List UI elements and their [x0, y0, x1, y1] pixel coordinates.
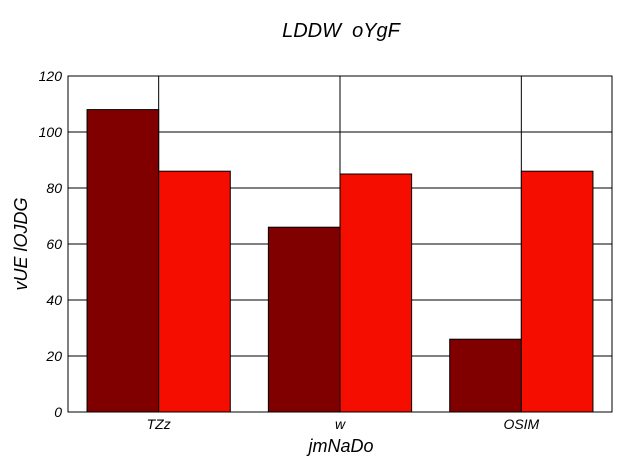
y-tick-label: 20	[45, 348, 62, 364]
bar-series2-w	[339, 173, 413, 413]
y-tick-label: 80	[46, 180, 62, 196]
bar-series2-TZz	[158, 170, 231, 413]
y-tick-label: 40	[46, 292, 62, 308]
y-tick-label: 100	[39, 124, 63, 140]
x-axis-label: jmNaDo	[305, 436, 373, 456]
bar-series2-OSIM	[520, 170, 594, 413]
y-tick-label: 120	[39, 68, 63, 84]
y-axis-label: vUE lOJDG	[11, 197, 31, 290]
x-axis-ticks: TZz w OSIM	[147, 416, 540, 432]
plot-frame	[67, 75, 613, 413]
x-tick-label: OSIM	[503, 416, 539, 432]
y-tick-label: 60	[46, 236, 62, 252]
y-axis-ticks: 0 20 40 60 80 100 120	[39, 68, 63, 420]
x-tick-label: w	[335, 416, 346, 432]
bar-series1-OSIM	[449, 338, 522, 413]
y-tick-label: 0	[54, 404, 62, 420]
bar-series1-w	[267, 226, 341, 413]
chart-title: LDDW oYgF	[282, 20, 402, 42]
bars	[86, 109, 594, 413]
x-tick-label: TZz	[147, 416, 171, 432]
bar-series1-TZz	[86, 109, 160, 413]
